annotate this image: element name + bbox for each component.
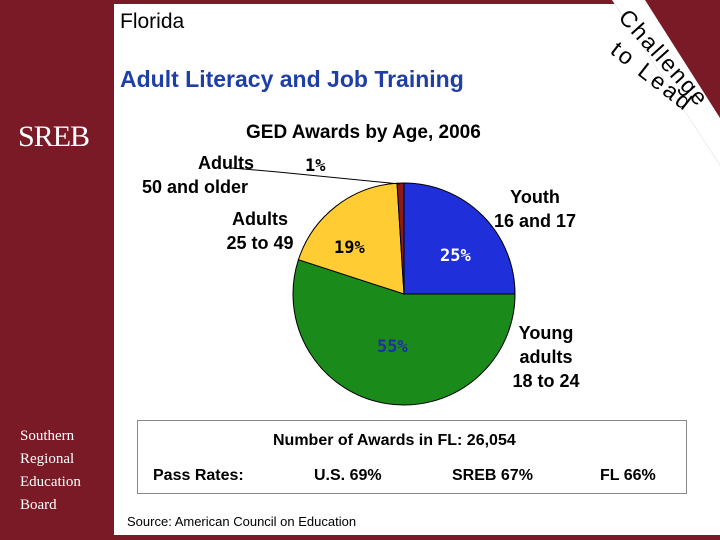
bottom-border	[114, 535, 720, 540]
label-adults-50-line1: Adults	[198, 153, 254, 173]
leader-line-adults-50	[231, 167, 401, 185]
org-name-line: Education	[20, 474, 81, 490]
label-adults-50-line2: 50 and older	[142, 177, 249, 197]
label-adults-25-49-line2: 25 to 49	[226, 233, 294, 253]
top-border	[114, 0, 720, 4]
value-adults-25-49: 19%	[334, 238, 365, 258]
total-awards: Number of Awards in FL: 26,054	[273, 432, 516, 450]
total-awards-value: 26,054	[466, 432, 516, 449]
org-name-line: Regional	[20, 451, 75, 467]
label-young-adults-line2: adults	[519, 347, 573, 367]
slice-young-adults	[292, 259, 516, 406]
slice-adults-25-49	[297, 182, 405, 295]
value-youth: 25%	[440, 246, 471, 266]
value-adults-50: 1%	[305, 156, 326, 176]
pass-rate-us: U.S. 69%	[314, 467, 382, 484]
pass-rate-sreb: SREB 67%	[452, 467, 533, 484]
state-name: Florida	[120, 10, 185, 33]
chart-title: GED Awards by Age, 2006	[246, 122, 481, 143]
source-note: Source: American Council on Education	[127, 514, 357, 529]
label-young-adults-line3: 18 to 24	[512, 371, 580, 391]
label-young-adults-line1: Young	[518, 323, 574, 343]
pass-rates-label: Pass Rates:	[153, 467, 244, 484]
pass-rate-fl: FL 66%	[600, 467, 656, 484]
stats-box	[137, 420, 687, 494]
label-youth-line2: 16 and 17	[493, 211, 577, 231]
label-youth-line1: Youth	[510, 187, 560, 207]
org-name-line: Board	[20, 497, 57, 513]
org-name-line: Southern	[20, 428, 75, 444]
label-adults-25-49-line1: Adults	[232, 209, 288, 229]
slide-title: Adult Literacy and Job Training	[120, 66, 464, 92]
slice-youth	[403, 182, 516, 295]
sreb-logo: SREB	[18, 120, 90, 153]
total-awards-label: Number of Awards in FL:	[273, 432, 463, 449]
value-young-adults: 55%	[377, 337, 408, 357]
sidebar: SREB Southern Regional Education Board	[0, 0, 114, 540]
